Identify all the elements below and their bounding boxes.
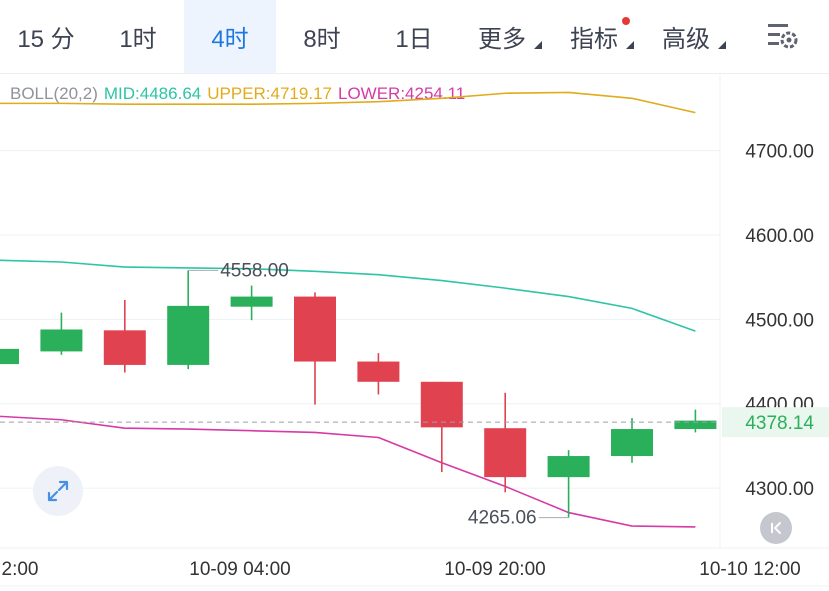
- x-tick-label: 10-09 20:00: [444, 559, 545, 580]
- dropdown-caret-icon: [626, 41, 634, 49]
- last-price-badge: [722, 407, 829, 438]
- boll-mid-value: MID:4486.64: [103, 84, 202, 103]
- tab-advanced[interactable]: 高级: [644, 0, 728, 73]
- candle-body: [611, 429, 653, 457]
- low-price-label: 4265.06: [468, 508, 537, 529]
- x-tick-label: 2:00: [2, 559, 39, 580]
- candle-body: [0, 348, 19, 365]
- tab-indicators[interactable]: 指标: [552, 0, 636, 73]
- tab-label: 4时: [211, 26, 249, 53]
- notification-dot-icon: [622, 17, 630, 25]
- scroll-to-start-button[interactable]: [760, 512, 792, 544]
- chart-settings-icon[interactable]: [762, 20, 802, 54]
- x-tick-label: 10-09 04:00: [189, 559, 290, 580]
- boll-upper-value: UPPER:4719.17: [207, 84, 332, 103]
- x-tick-label: 10-10 12:00: [699, 559, 800, 580]
- boll-mid-line: [0, 259, 696, 332]
- candle-body: [103, 330, 146, 365]
- tab-label: 1时: [119, 26, 157, 53]
- tab-more[interactable]: 更多: [460, 0, 544, 73]
- tab-label: 8时: [303, 26, 341, 53]
- dropdown-caret-icon: [534, 41, 542, 49]
- expand-chart-button[interactable]: [33, 466, 83, 516]
- boll-upper-line: [0, 91, 696, 114]
- tab-15min[interactable]: 15 分: [0, 0, 92, 73]
- y-tick-label: 4300.00: [745, 479, 814, 500]
- tab-label: 15 分: [17, 26, 75, 53]
- candle-body: [420, 381, 463, 428]
- tab-bar-divider: [0, 73, 829, 74]
- tab-1d[interactable]: 1日: [368, 0, 460, 73]
- candle-body: [674, 420, 717, 430]
- dropdown-caret-icon: [718, 41, 726, 49]
- tab-4h[interactable]: 4时: [184, 0, 276, 73]
- tab-8h[interactable]: 8时: [276, 0, 368, 73]
- high-price-label: 4558.00: [220, 260, 289, 281]
- last-price-value: 4378.14: [745, 413, 814, 434]
- y-tick-label: 4600.00: [745, 226, 814, 247]
- chevron-left-bar-icon: [771, 522, 781, 534]
- boll-legend: BOLL(20,2) MID:4486.64 UPPER:4719.17 LOWER:…: [10, 84, 471, 104]
- boll-name: BOLL(20,2): [10, 84, 98, 103]
- candle-body: [294, 296, 336, 362]
- candle-body: [40, 329, 83, 352]
- tab-label: 1日: [395, 26, 433, 53]
- tab-label: 指标: [570, 26, 618, 53]
- tab-label: 高级: [662, 26, 710, 53]
- tab-label: 更多: [478, 26, 526, 53]
- candle-body: [357, 361, 400, 382]
- candle-body: [230, 296, 273, 307]
- candle-body: [484, 428, 527, 478]
- expand-arrows-icon: [47, 480, 69, 502]
- boll-lower-line: [0, 415, 696, 528]
- tab-1h[interactable]: 1时: [92, 0, 184, 73]
- candle-body: [547, 456, 590, 478]
- y-tick-label: 4500.00: [745, 310, 814, 331]
- y-tick-label: 4700.00: [745, 142, 814, 163]
- candle-body: [167, 305, 210, 365]
- timeframe-tab-bar: 15 分 1时 4时 8时 1日 更多 指标 高级: [0, 0, 829, 73]
